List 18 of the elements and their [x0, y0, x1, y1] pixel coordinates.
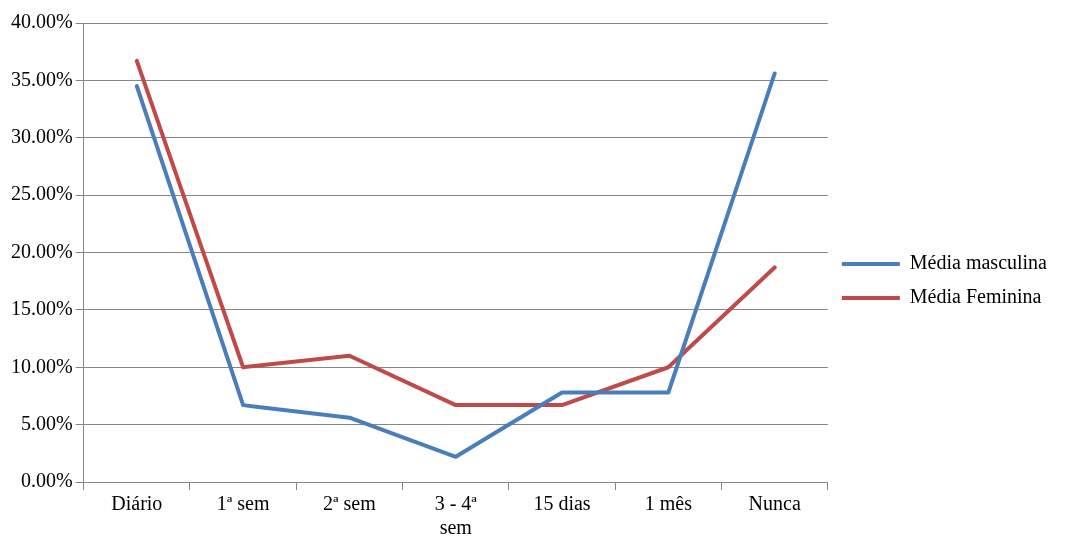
x-tick-label: 1 mês [644, 492, 693, 515]
y-tick-label: 5.00% [20, 411, 73, 434]
x-tick-label: 2ª sem [323, 492, 377, 515]
y-tick-label: 40.00% [10, 10, 73, 33]
legend-label: Média Feminina [909, 285, 1042, 308]
y-tick-label: 10.00% [10, 354, 73, 377]
x-tick-label: 3 - 4ª sem [434, 492, 478, 539]
y-tick-label: 20.00% [10, 239, 73, 262]
x-tick-label: 15 dias [533, 492, 591, 515]
y-tick-label: 25.00% [10, 182, 73, 205]
y-tick-label: 35.00% [10, 67, 73, 90]
x-tick-label: Diário [111, 492, 163, 515]
y-tick-label: 15.00% [10, 297, 73, 320]
y-tick-label: 30.00% [10, 125, 73, 147]
y-tick-label: 0.00% [20, 469, 73, 492]
x-tick-label: 1ª sem [216, 492, 270, 515]
legend-label: Média masculina [909, 251, 1048, 274]
x-tick-label: Nunca [748, 492, 801, 515]
